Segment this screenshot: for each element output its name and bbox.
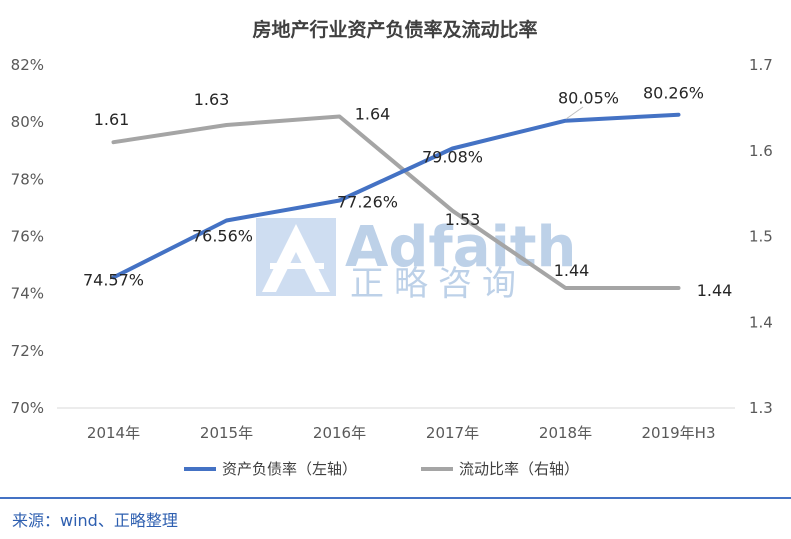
data-label: 77.26% bbox=[337, 192, 398, 211]
x-tick-label: 2018年 bbox=[539, 424, 592, 442]
series-line-debt-ratio bbox=[111, 112, 681, 280]
y-left-tick-label: 74% bbox=[11, 285, 44, 303]
y-right-tick-label: 1.6 bbox=[749, 142, 773, 160]
y-axis-left: 70% 72% 74% 76% 78% 80% 82% bbox=[11, 56, 44, 417]
x-tick-label: 2019年H3 bbox=[642, 424, 716, 442]
data-label: 79.08% bbox=[422, 147, 483, 166]
x-tick-label: 2015年 bbox=[200, 424, 253, 442]
y-left-tick-label: 82% bbox=[11, 56, 44, 74]
y-right-tick-label: 1.7 bbox=[749, 56, 773, 74]
data-label: 76.56% bbox=[192, 226, 253, 245]
legend-label: 资产负债率（左轴） bbox=[222, 460, 357, 478]
legend: 资产负债率（左轴） 流动比率（右轴） bbox=[184, 460, 579, 478]
y-left-tick-label: 78% bbox=[11, 170, 44, 188]
source-divider bbox=[0, 497, 791, 499]
series-line-current-ratio bbox=[111, 114, 681, 290]
x-tick-label: 2014年 bbox=[87, 424, 140, 442]
x-tick-label: 2016年 bbox=[313, 424, 366, 442]
y-left-tick-label: 70% bbox=[11, 399, 44, 417]
line-chart: 房地产行业资产负债率及流动比率 Adfaith 正略咨询 70% 72% 74% 76… bbox=[11, 18, 773, 478]
x-tick-label: 2017年 bbox=[426, 424, 479, 442]
data-label: 1.44 bbox=[697, 281, 733, 300]
watermark-logo-icon bbox=[256, 218, 336, 296]
chart-title: 房地产行业资产负债率及流动比率 bbox=[252, 18, 537, 41]
watermark-sub-text: 正略咨询 bbox=[350, 264, 526, 304]
y-left-tick-label: 80% bbox=[11, 113, 44, 131]
data-labels: 74.57% 76.56% 77.26% 79.08% 80.05% 80.26% 1.61… bbox=[83, 84, 732, 300]
y-right-tick-label: 1.5 bbox=[749, 228, 773, 246]
data-label: 1.63 bbox=[194, 90, 230, 109]
x-axis: 2014年 2015年 2016年 2017年 2018年 2019年H3 bbox=[87, 424, 716, 442]
label-leader-line bbox=[565, 106, 584, 120]
legend-label: 流动比率（右轴） bbox=[459, 460, 579, 478]
y-axis-right: 1.3 1.4 1.5 1.6 1.7 bbox=[749, 56, 773, 417]
y-left-tick-label: 72% bbox=[11, 342, 44, 360]
data-label: 1.44 bbox=[554, 261, 590, 280]
data-label: 1.61 bbox=[94, 110, 130, 129]
data-label: 74.57% bbox=[83, 270, 144, 289]
watermark: Adfaith 正略咨询 bbox=[256, 215, 576, 304]
chart-area: 房地产行业资产负债率及流动比率 Adfaith 正略咨询 70% 72% 74% 76… bbox=[11, 18, 773, 478]
y-right-tick-label: 1.4 bbox=[749, 313, 773, 331]
series-layer bbox=[111, 106, 681, 290]
source-note: 来源：wind、正略整理 bbox=[12, 511, 178, 530]
data-label: 80.05% bbox=[558, 89, 619, 108]
data-label: 1.53 bbox=[445, 210, 481, 229]
data-label: 80.26% bbox=[643, 84, 704, 103]
data-label: 1.64 bbox=[355, 104, 391, 123]
y-right-tick-label: 1.3 bbox=[749, 399, 773, 417]
y-left-tick-label: 76% bbox=[11, 228, 44, 246]
